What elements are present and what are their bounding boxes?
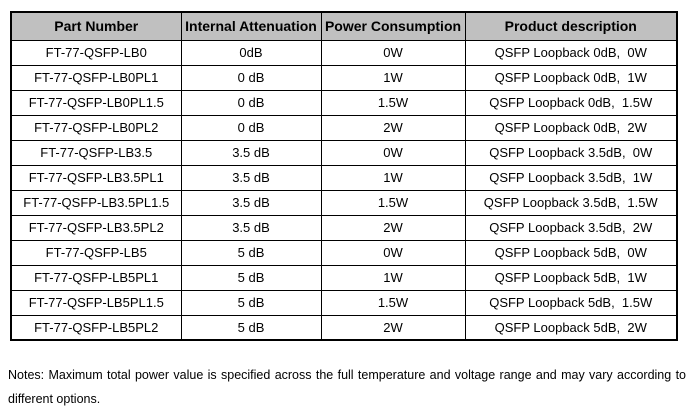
cell-internal-attenuation: 5 dB [180, 314, 322, 341]
cell-product-description: QSFP Loopback 0dB, 2W [464, 114, 678, 141]
table-row: FT-77-QSFP-LB5PL1.5 5 dB 1.5W QSFP Loopb… [10, 289, 678, 316]
cell-part-number: FT-77-QSFP-LB5PL1.5 [10, 289, 182, 316]
table-row: FT-77-QSFP-LB3.5 3.5 dB 0W QSFP Loopback… [10, 139, 678, 166]
cell-power-consumption: 1W [320, 264, 466, 291]
cell-part-number: FT-77-QSFP-LB3.5 [10, 139, 182, 166]
cell-power-consumption: 1W [320, 64, 466, 91]
table-header-row: Part Number Internal Attenuation Power C… [10, 11, 678, 41]
notes-paragraph: Notes: Maximum total power value is spec… [8, 363, 686, 406]
cell-product-description: QSFP Loopback 3.5dB, 1W [464, 164, 678, 191]
column-header-product-description: Product description [464, 11, 678, 41]
table-row: FT-77-QSFP-LB0PL2 0 dB 2W QSFP Loopback … [10, 114, 678, 141]
cell-product-description: QSFP Loopback 5dB, 0W [464, 239, 678, 266]
table-row: FT-77-QSFP-LB0PL1.5 0 dB 1.5W QSFP Loopb… [10, 89, 678, 116]
cell-internal-attenuation: 5 dB [180, 264, 322, 291]
cell-product-description: QSFP Loopback 3.5dB, 1.5W [464, 189, 678, 216]
cell-internal-attenuation: 3.5 dB [180, 189, 322, 216]
cell-internal-attenuation: 0 dB [180, 114, 322, 141]
notes-text-line-1: Notes: Maximum total power value is spec… [8, 368, 686, 382]
cell-part-number: FT-77-QSFP-LB0PL1 [10, 64, 182, 91]
cell-internal-attenuation: 0dB [180, 39, 322, 66]
cell-product-description: QSFP Loopback 0dB, 0W [464, 39, 678, 66]
cell-product-description: QSFP Loopback 3.5dB, 2W [464, 214, 678, 241]
cell-part-number: FT-77-QSFP-LB3.5PL1.5 [10, 189, 182, 216]
cell-internal-attenuation: 0 dB [180, 64, 322, 91]
cell-power-consumption: 1.5W [320, 189, 466, 216]
cell-part-number: FT-77-QSFP-LB0PL2 [10, 114, 182, 141]
cell-product-description: QSFP Loopback 0dB, 1W [464, 64, 678, 91]
cell-part-number: FT-77-QSFP-LB0PL1.5 [10, 89, 182, 116]
cell-internal-attenuation: 3.5 dB [180, 164, 322, 191]
cell-internal-attenuation: 0 dB [180, 89, 322, 116]
column-header-power-consumption: Power Consumption [320, 11, 466, 41]
cell-power-consumption: 2W [320, 214, 466, 241]
notes-text-line-2: different options. [8, 392, 101, 406]
table-row: FT-77-QSFP-LB0 0dB 0W QSFP Loopback 0dB,… [10, 39, 678, 66]
cell-power-consumption: 1.5W [320, 289, 466, 316]
cell-product-description: QSFP Loopback 5dB, 1.5W [464, 289, 678, 316]
table-row: FT-77-QSFP-LB5PL1 5 dB 1W QSFP Loopback … [10, 264, 678, 291]
cell-product-description: QSFP Loopback 0dB, 1.5W [464, 89, 678, 116]
column-header-part-number: Part Number [10, 11, 182, 41]
column-header-internal-attenuation: Internal Attenuation [180, 11, 322, 41]
table-body: FT-77-QSFP-LB0 0dB 0W QSFP Loopback 0dB,… [10, 39, 678, 341]
cell-product-description: QSFP Loopback 5dB, 2W [464, 314, 678, 341]
cell-part-number: FT-77-QSFP-LB5PL1 [10, 264, 182, 291]
cell-internal-attenuation: 5 dB [180, 289, 322, 316]
cell-part-number: FT-77-QSFP-LB3.5PL2 [10, 214, 182, 241]
cell-part-number: FT-77-QSFP-LB5 [10, 239, 182, 266]
cell-power-consumption: 1.5W [320, 89, 466, 116]
cell-part-number: FT-77-QSFP-LB0 [10, 39, 182, 66]
cell-product-description: QSFP Loopback 3.5dB, 0W [464, 139, 678, 166]
cell-power-consumption: 2W [320, 114, 466, 141]
product-table: Part Number Internal Attenuation Power C… [10, 11, 678, 341]
cell-internal-attenuation: 3.5 dB [180, 139, 322, 166]
cell-power-consumption: 1W [320, 164, 466, 191]
cell-internal-attenuation: 3.5 dB [180, 214, 322, 241]
table-row: FT-77-QSFP-LB5 5 dB 0W QSFP Loopback 5dB… [10, 239, 678, 266]
cell-power-consumption: 2W [320, 314, 466, 341]
cell-part-number: FT-77-QSFP-LB5PL2 [10, 314, 182, 341]
table-row: FT-77-QSFP-LB3.5PL2 3.5 dB 2W QSFP Loopb… [10, 214, 678, 241]
table-header: Part Number Internal Attenuation Power C… [10, 11, 678, 41]
cell-product-description: QSFP Loopback 5dB, 1W [464, 264, 678, 291]
cell-power-consumption: 0W [320, 139, 466, 166]
cell-power-consumption: 0W [320, 39, 466, 66]
table-row: FT-77-QSFP-LB3.5PL1 3.5 dB 1W QSFP Loopb… [10, 164, 678, 191]
cell-part-number: FT-77-QSFP-LB3.5PL1 [10, 164, 182, 191]
table-row: FT-77-QSFP-LB5PL2 5 dB 2W QSFP Loopback … [10, 314, 678, 341]
cell-internal-attenuation: 5 dB [180, 239, 322, 266]
cell-power-consumption: 0W [320, 239, 466, 266]
table-row: FT-77-QSFP-LB3.5PL1.5 3.5 dB 1.5W QSFP L… [10, 189, 678, 216]
table-row: FT-77-QSFP-LB0PL1 0 dB 1W QSFP Loopback … [10, 64, 678, 91]
